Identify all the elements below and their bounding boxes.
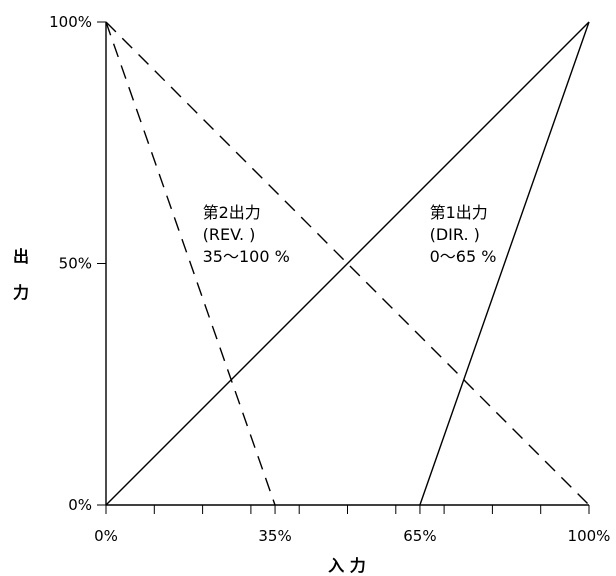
annotation-line: (REV. ) [203,225,256,244]
series-lines [105,21,590,506]
y-axis-label-char: 力 [13,283,29,302]
x-tick-label: 0% [94,527,118,545]
labels: 0% 35% 65% 100% 0% 50% 100% 入 力 出力 第1出力 (DIR. ) 0～6… [13,13,610,575]
x-tick-label: 35% [258,527,291,545]
y-axis-label: 出力 [13,247,29,302]
series-line-3 [419,21,590,506]
axes [97,21,590,514]
y-tick-label: 50% [59,255,92,273]
annotation-line: 0～65 % [430,247,497,266]
annotation-line: (DIR. ) [430,225,480,244]
annotation-line: 35～100 % [203,247,290,266]
annotation-line: 第2出力 [203,203,261,222]
y-axis-label-char: 出 [13,247,29,266]
x-tick-label: 100% [568,527,611,545]
series-line-1 [105,21,590,506]
annotation-line: 第1出力 [430,203,488,222]
x-axis-label: 入 力 [328,556,366,575]
x-tick-label: 65% [403,527,436,545]
annotation-1: 第1出力 (DIR. ) 0～65 % [430,203,497,266]
y-tick-label: 100% [49,13,92,31]
series-line-4 [105,21,276,506]
annotation-2: 第2出力 (REV. ) 35～100 % [203,203,290,266]
y-tick-label: 0% [68,496,92,514]
